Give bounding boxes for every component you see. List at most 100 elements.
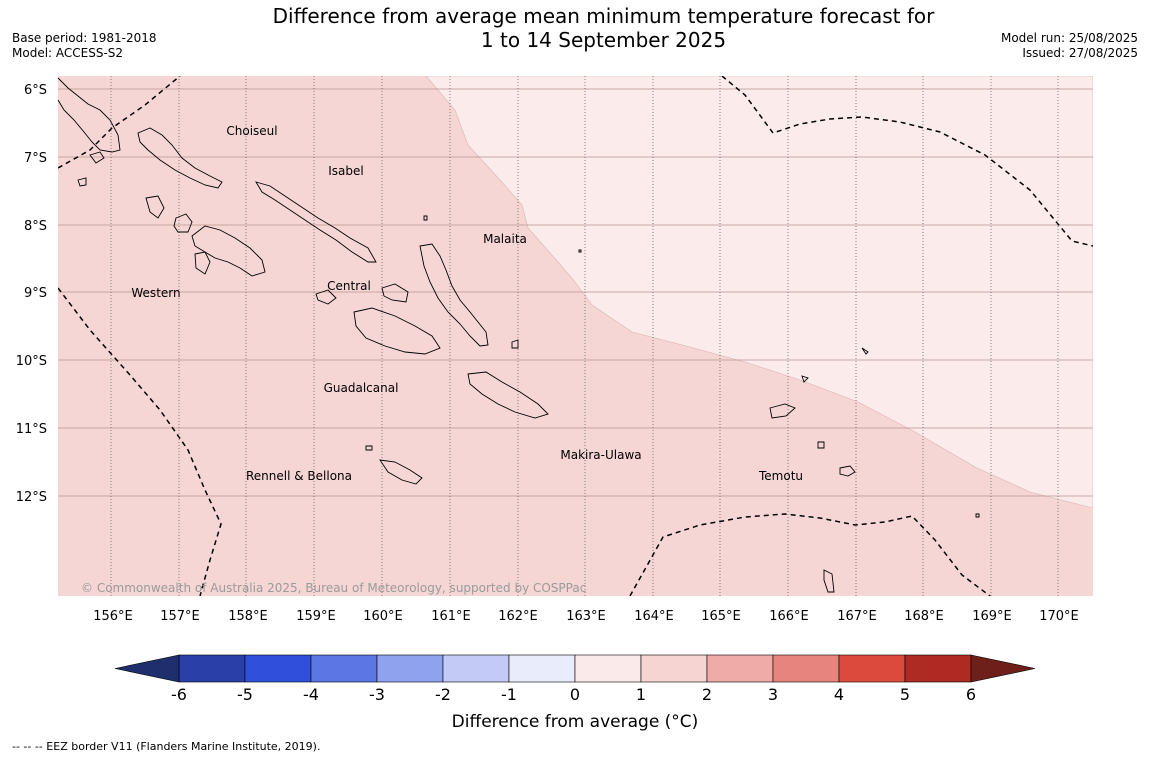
colorbar-segment <box>706 654 774 683</box>
tikopia-island <box>975 513 980 518</box>
duff-islands <box>801 375 809 383</box>
bellona-island <box>365 445 373 451</box>
colorbar-tick: 0 <box>570 685 580 704</box>
colorbar-under-arrow <box>114 654 180 683</box>
lon-label-161e: 161°E <box>431 609 471 624</box>
region-label-rennell-bellona: Rennell & Bellona <box>246 469 352 483</box>
lon-label-164e: 164°E <box>634 609 674 624</box>
colorbar-segment <box>640 654 708 683</box>
title-line-1: Difference from average mean minimum tem… <box>272 4 935 28</box>
new-georgia <box>191 225 266 277</box>
region-label-choiseul: Choiseul <box>226 124 277 138</box>
colorbar <box>114 654 1036 683</box>
colorbar-segment <box>574 654 642 683</box>
makira-island <box>467 371 549 419</box>
choiseul-island <box>137 127 223 189</box>
colorbar-tick: -5 <box>237 685 253 704</box>
lon-label-166e: 166°E <box>769 609 809 624</box>
region-label-makira-ulawa: Makira-Ulawa <box>560 448 641 462</box>
colorbar-tick: -1 <box>501 685 517 704</box>
lon-label-165e: 165°E <box>701 609 741 624</box>
anuta-islet <box>823 569 835 593</box>
kolombangara <box>173 213 193 233</box>
lon-label-167e: 167°E <box>837 609 877 624</box>
map-title: Difference from average mean minimum tem… <box>0 4 1150 52</box>
lon-label-159e: 159°E <box>296 609 336 624</box>
colorbar-ticks: -6 -5 -4 -3 -2 -1 0 1 2 3 4 5 6 <box>171 685 976 704</box>
lon-label-162e: 162°E <box>498 609 538 624</box>
malaita-island <box>419 243 489 347</box>
title-line-2: 1 to 14 September 2025 <box>480 28 727 52</box>
ulawa-island <box>511 339 519 349</box>
lon-label-169e: 169°E <box>972 609 1012 624</box>
eez-footnote: -- -- -- EEZ border V11 (Flanders Marine… <box>12 740 321 753</box>
lat-label-11s: 11°S <box>16 422 47 437</box>
colorbar-tick: 2 <box>702 685 712 704</box>
region-label-isabel: Isabel <box>328 164 363 178</box>
lon-label-160e: 160°E <box>363 609 403 624</box>
colorbar-segment <box>838 654 906 683</box>
colorbar-segment <box>244 654 312 683</box>
model-text: Model: ACCESS-S2 <box>12 46 124 60</box>
latitude-labels: 6°S 7°S 8°S 9°S 10°S 11°S 12°S <box>16 83 47 505</box>
lat-label-9s: 9°S <box>24 286 47 301</box>
region-label-guadalcanal: Guadalcanal <box>324 381 399 395</box>
latitude-gridlines <box>58 88 1093 497</box>
longitude-labels: 156°E 157°E 158°E 159°E 160°E 161°E 162°… <box>93 609 1079 624</box>
guadalcanal-island <box>353 307 441 355</box>
colorbar-tick: -2 <box>435 685 451 704</box>
lat-label-7s: 7°S <box>24 151 47 166</box>
colorbar-over-arrow <box>970 654 1036 683</box>
region-label-western: Western <box>131 286 180 300</box>
colorbar-segment <box>178 654 246 683</box>
russell-islands <box>315 289 337 305</box>
rendova <box>194 251 211 275</box>
reef-islands <box>861 347 869 355</box>
small-islet-west <box>77 177 87 187</box>
lon-label-158e: 158°E <box>228 609 268 624</box>
vanikoro-island <box>839 465 856 477</box>
utupua-island <box>817 441 825 449</box>
santa-cruz-island <box>769 403 796 419</box>
model-run-text: Model run: 25/08/2025 <box>1000 31 1138 45</box>
lon-label-168e: 168°E <box>904 609 944 624</box>
region-label-malaita: Malaita <box>483 232 527 246</box>
colorbar-tick: -3 <box>369 685 385 704</box>
colorbar-tick: 3 <box>768 685 778 704</box>
rennell-island <box>379 459 423 485</box>
colorbar-tick: -6 <box>171 685 187 704</box>
florida-islands <box>381 283 409 303</box>
colorbar-tick: 6 <box>966 685 976 704</box>
colorbar-tick: 1 <box>636 685 646 704</box>
colorbar-segment <box>904 654 972 683</box>
region-label-temotu: Temotu <box>758 469 803 483</box>
isabel-island <box>255 181 377 263</box>
shortland-islands <box>89 151 105 164</box>
colorbar-segment <box>508 654 576 683</box>
ontong-islet <box>423 215 428 221</box>
colorbar-tick: 4 <box>834 685 844 704</box>
colorbar-segment <box>376 654 444 683</box>
lon-label-163e: 163°E <box>566 609 606 624</box>
lat-label-10s: 10°S <box>16 354 47 369</box>
map-panel: © Commonwealth of Australia 2025, Bureau… <box>57 76 1093 596</box>
region-labels: Choiseul Isabel Malaita Western Central … <box>131 124 803 483</box>
lat-label-12s: 12°S <box>16 490 47 505</box>
colorbar-segment <box>310 654 378 683</box>
colorbar-tick: 5 <box>900 685 910 704</box>
colorbar-tick: -4 <box>303 685 319 704</box>
lon-label-157e: 157°E <box>160 609 200 624</box>
header-left: Base period: 1981-2018 Model: ACCESS-S2 <box>12 31 157 61</box>
copyright-credit: © Commonwealth of Australia 2025, Bureau… <box>81 581 586 595</box>
colorbar-segment <box>772 654 840 683</box>
base-period-text: Base period: 1981-2018 <box>12 31 157 45</box>
lon-label-156e: 156°E <box>93 609 133 624</box>
region-label-central: Central <box>327 279 371 293</box>
issued-text: Issued: 27/08/2025 <box>1022 46 1138 60</box>
colorbar-title: Difference from average (°C) <box>452 712 699 732</box>
lat-label-8s: 8°S <box>24 219 47 234</box>
coastlines <box>57 77 980 593</box>
lat-label-6s: 6°S <box>24 83 47 98</box>
eez-borders <box>58 76 1093 596</box>
